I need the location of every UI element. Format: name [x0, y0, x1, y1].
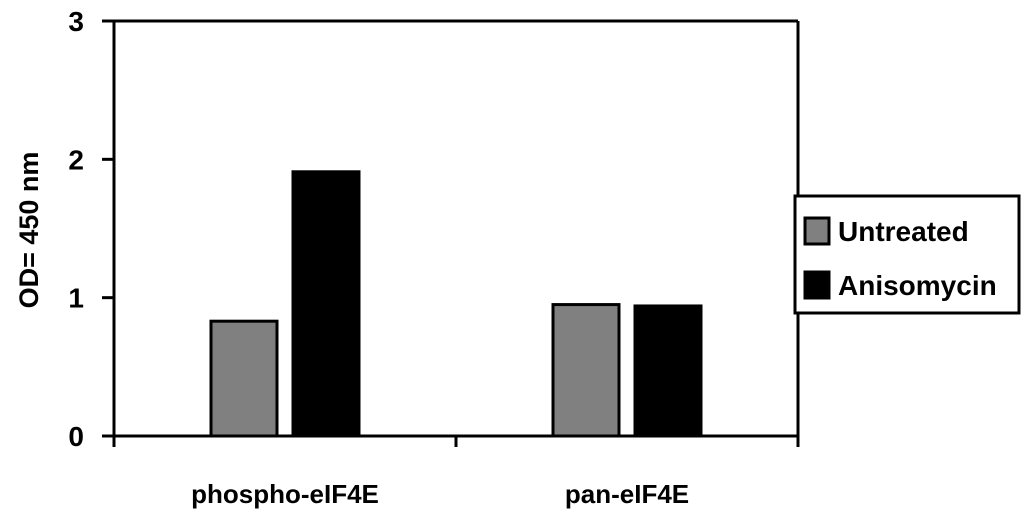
legend-label-untreated: Untreated	[838, 216, 969, 247]
category-label: pan-eIF4E	[565, 479, 689, 509]
x-ticks	[112, 436, 800, 447]
category-labels: phospho-eIF4E pan-eIF4E	[191, 479, 689, 509]
bar-untreated-pan-eif4e	[551, 303, 621, 438]
bars	[209, 170, 703, 438]
y-tick-label: 2	[68, 144, 84, 175]
legend: Untreated Anisomycin	[793, 194, 1021, 315]
bar-anisomycin-pan-eif4e	[633, 304, 703, 438]
y-axis-title: OD= 450 nm	[14, 152, 44, 309]
bar-anisomycin-phospho-eif4e	[291, 170, 361, 438]
legend-box	[793, 194, 1021, 315]
y-tick-label: 3	[68, 6, 84, 37]
y-tick-label: 1	[68, 283, 84, 314]
legend-swatch-untreated	[803, 216, 831, 246]
category-label: phospho-eIF4E	[191, 479, 379, 509]
legend-label-anisomycin: Anisomycin	[838, 270, 997, 301]
y-ticks: 0 1 2 3	[68, 6, 114, 452]
legend-swatch-anisomycin	[803, 270, 831, 300]
y-tick-label: 0	[68, 421, 84, 452]
bar-untreated-phospho-eif4e	[209, 319, 279, 438]
